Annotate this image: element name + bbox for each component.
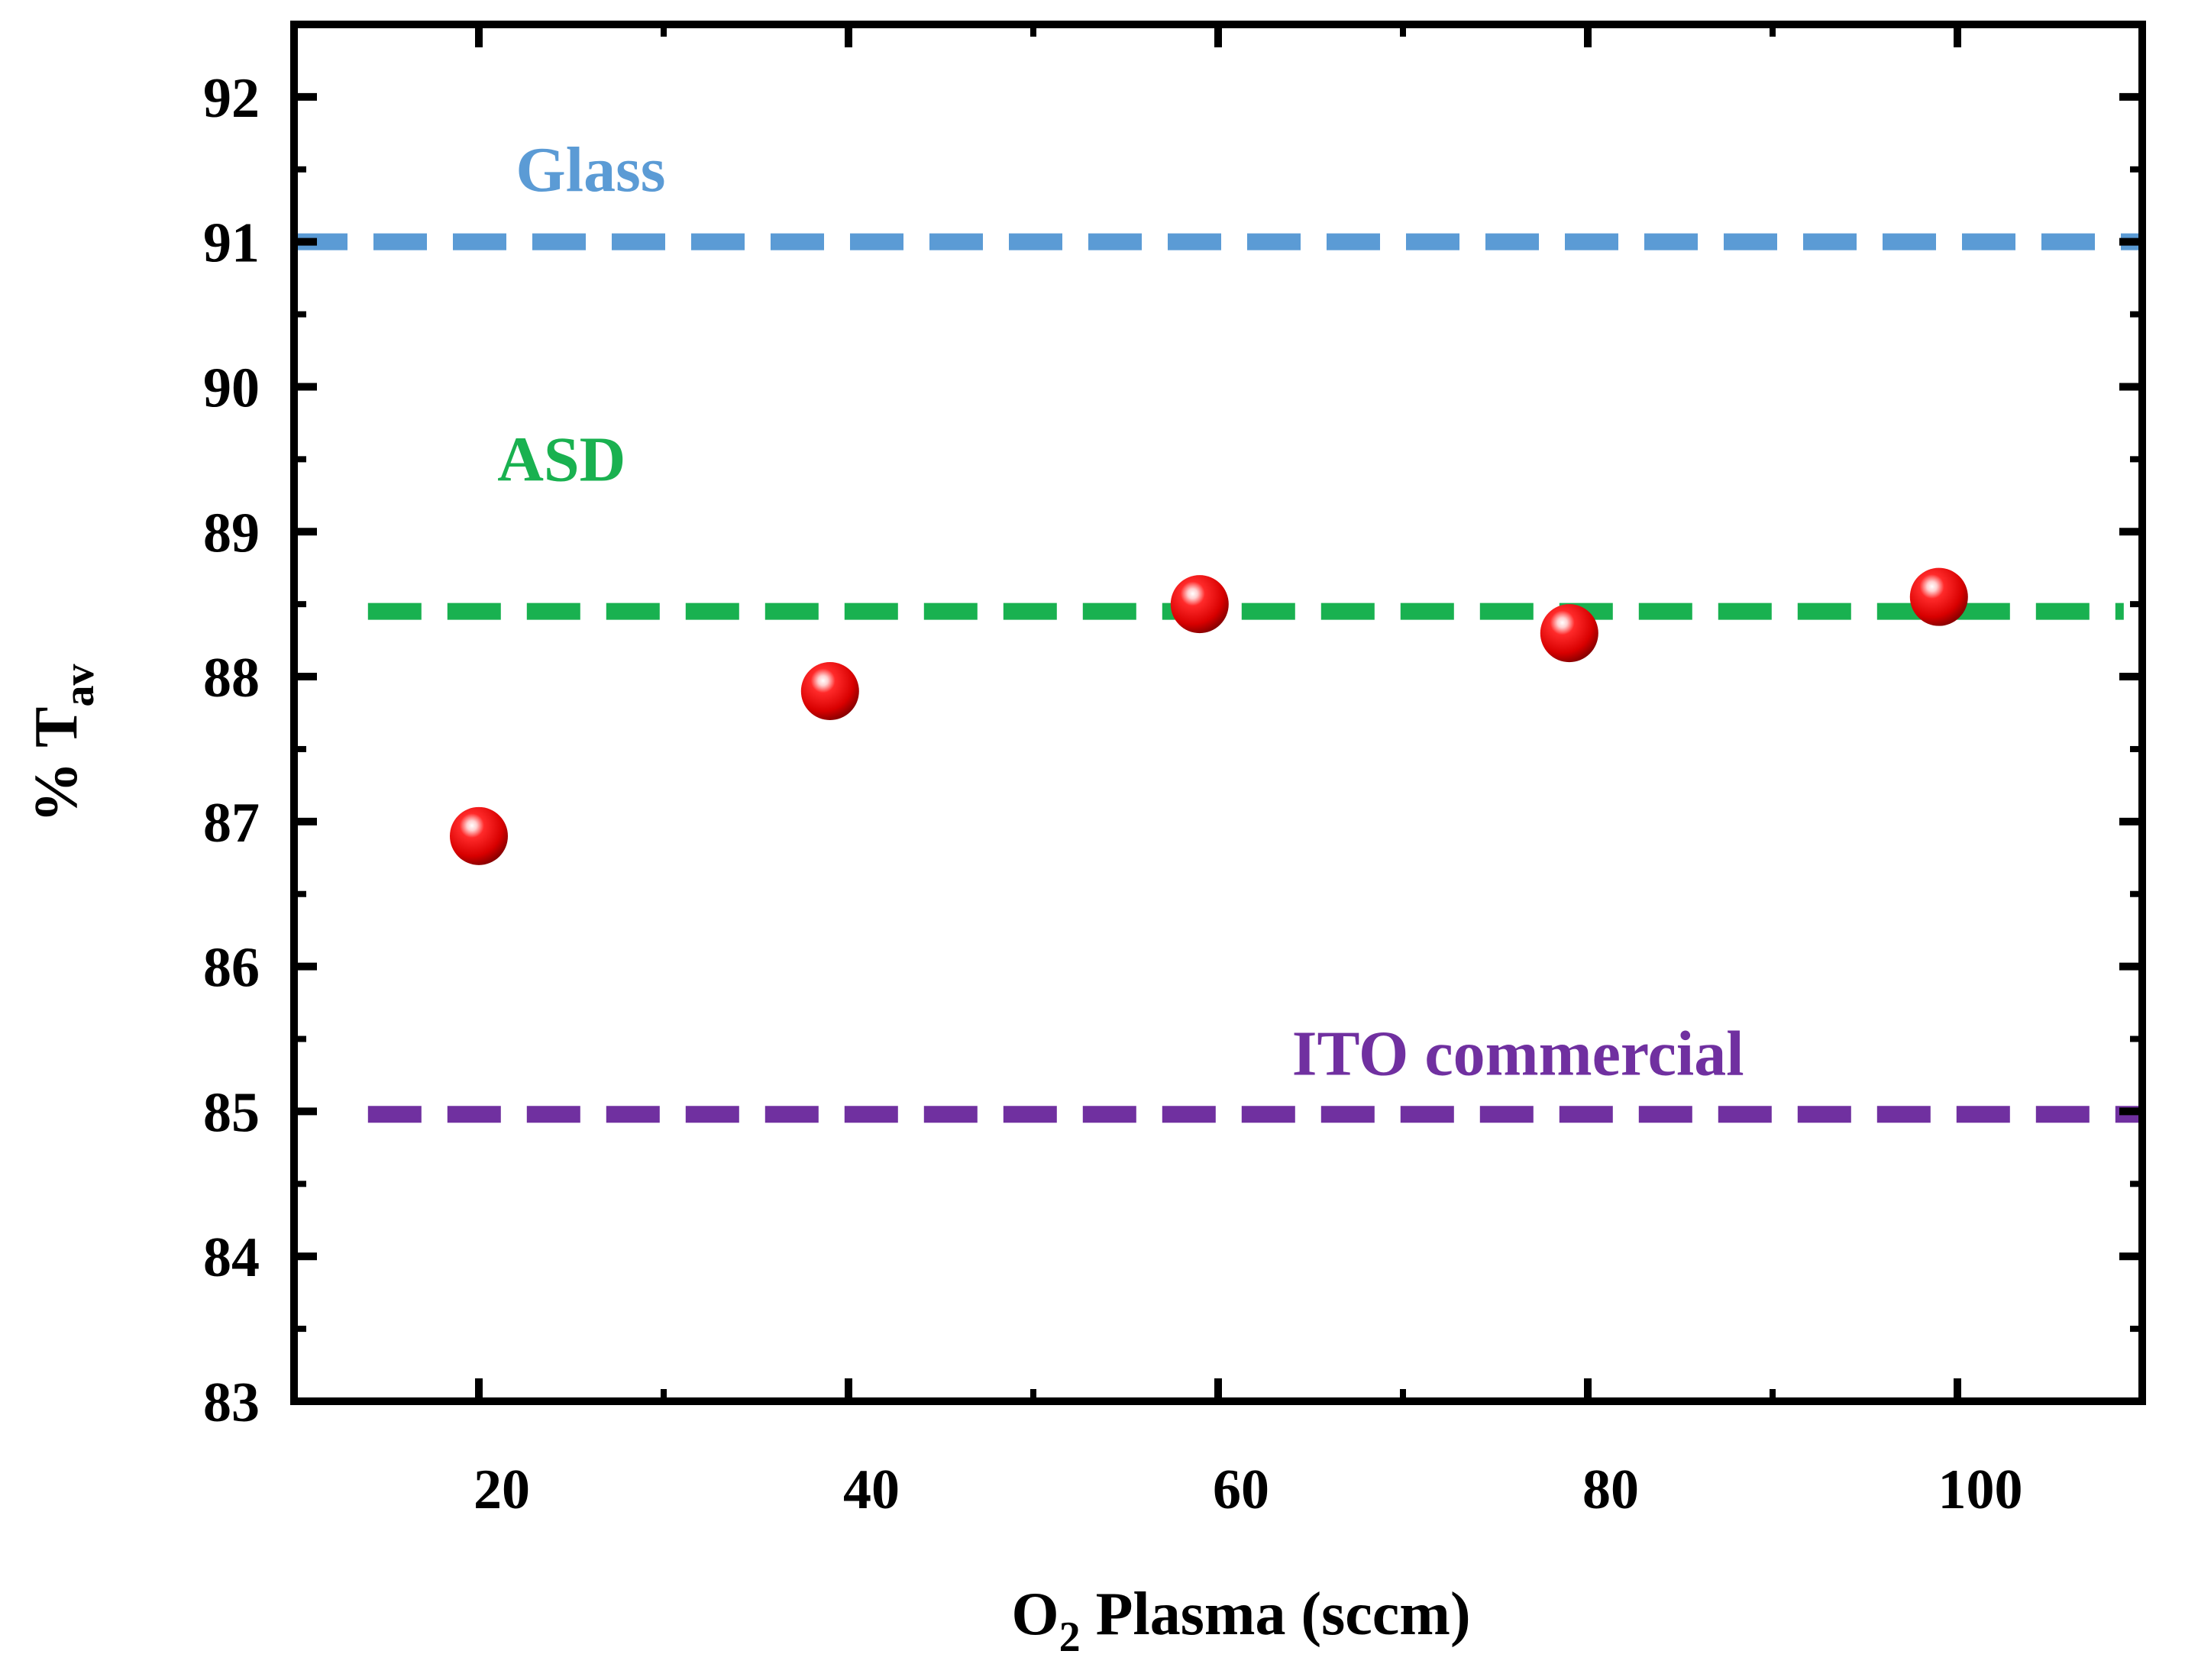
y-tick-label: 87 <box>203 792 260 855</box>
x-axis-title: O2 Plasma (sccm) <box>1011 1581 1470 1661</box>
x-tick-label: 80 <box>1582 1459 1639 1521</box>
data-point-4 <box>1909 567 1968 626</box>
x-tick-label: 20 <box>474 1459 530 1521</box>
x-tick-label: 40 <box>843 1459 900 1521</box>
y-tick-label: 84 <box>203 1226 260 1289</box>
data-point-1 <box>800 662 859 721</box>
y-tick-label: 86 <box>203 937 260 1000</box>
reference-label-ito-commercial: ITO commercial <box>1292 1019 1744 1090</box>
y-tick-label: 92 <box>203 67 260 130</box>
data-point-3 <box>1540 604 1598 663</box>
reference-label-asd: ASD <box>497 424 625 495</box>
y-tick-label: 83 <box>203 1371 260 1434</box>
y-tick-label: 90 <box>203 357 260 419</box>
x-tick-label: 60 <box>1213 1459 1269 1521</box>
y-tick-label: 88 <box>203 647 260 709</box>
reference-label-glass: Glass <box>516 134 665 205</box>
y-tick-label: 85 <box>203 1081 260 1144</box>
y-axis-title: % Tav <box>23 664 103 823</box>
y-tick-label: 91 <box>203 212 260 275</box>
plot-frame <box>290 21 2146 1405</box>
data-point-0 <box>450 806 508 865</box>
x-tick-label: 100 <box>1938 1459 2023 1521</box>
data-point-2 <box>1170 575 1229 634</box>
y-tick-label: 89 <box>203 502 260 564</box>
